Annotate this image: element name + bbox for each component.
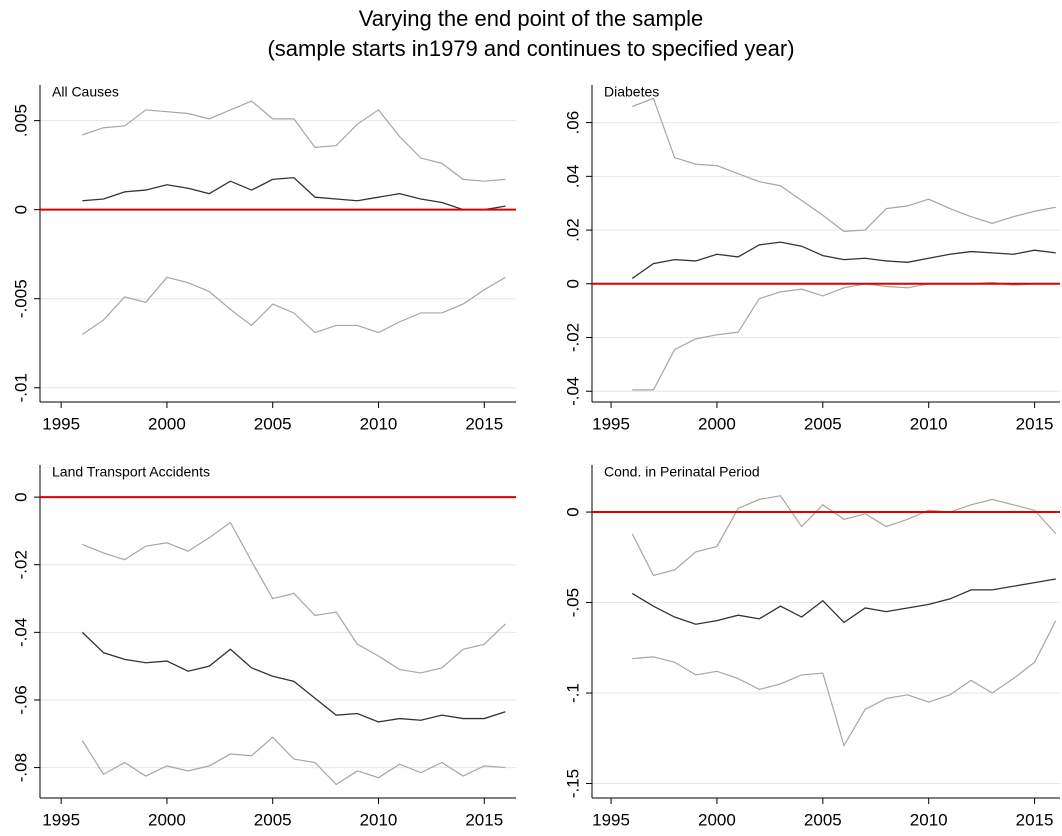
y-tick-label: -.05 [563,588,582,617]
x-tick-label: 2015 [465,810,503,829]
y-tick-label: -.1 [563,683,582,703]
series-line [632,281,1056,391]
x-tick-label: 2015 [465,414,503,433]
x-tick-label: 2000 [148,414,186,433]
x-tick-label: 2000 [698,810,736,829]
y-tick-label: .04 [563,165,582,189]
y-tick-label: -.04 [563,377,582,406]
figure-subtitle: (sample starts in1979 and continues to s… [267,36,794,61]
series-line [632,620,1057,748]
x-tick-label: 2010 [360,414,398,433]
x-tick-label: 2005 [804,414,842,433]
panel-title: Land Transport Accidents [52,464,210,480]
y-tick-label: -.02 [11,550,30,579]
x-tick-label: 1995 [592,810,630,829]
x-tick-label: 1995 [42,414,80,433]
x-tick-label: 1995 [42,810,80,829]
x-tick-label: 1995 [592,414,630,433]
x-tick-label: 2005 [254,414,292,433]
y-tick-label: -.01 [11,373,30,402]
panel-title: All Causes [52,84,119,100]
series-line [81,631,506,723]
y-tick-label: .06 [563,111,582,135]
series-line [82,100,506,182]
series-line [631,241,1056,279]
y-tick-label: -.005 [11,279,30,318]
x-tick-label: 2005 [804,810,842,829]
series-line [81,276,506,335]
series-line [81,736,506,786]
y-tick-label: -.06 [11,685,30,714]
series-line [631,495,1057,577]
figure-title: Varying the end point of the sample [359,6,703,31]
x-tick-label: 2015 [1016,810,1054,829]
y-tick-label: -.15 [563,769,582,798]
x-tick-label: 2000 [698,414,736,433]
y-tick-label: 0 [563,507,582,516]
panel-title: Cond. in Perinatal Period [604,464,760,480]
y-tick-label: -.04 [11,618,30,647]
x-tick-label: 2010 [910,414,948,433]
x-tick-label: 2010 [360,810,398,829]
y-tick-label: .02 [563,218,582,242]
y-tick-label: .005 [11,104,30,137]
y-tick-label: 0 [11,492,30,501]
y-tick-label: -.02 [563,323,582,352]
panel-title: Diabetes [604,84,659,100]
y-tick-label: -.08 [11,753,30,782]
series-line [82,176,506,211]
series-line [82,521,506,674]
series-line [631,578,1056,625]
x-tick-label: 2000 [148,810,186,829]
y-tick-label: 0 [11,205,30,214]
series-line [632,97,1056,233]
x-tick-label: 2015 [1016,414,1054,433]
y-tick-label: 0 [563,279,582,288]
x-tick-label: 2010 [910,810,948,829]
x-tick-label: 2005 [254,810,292,829]
